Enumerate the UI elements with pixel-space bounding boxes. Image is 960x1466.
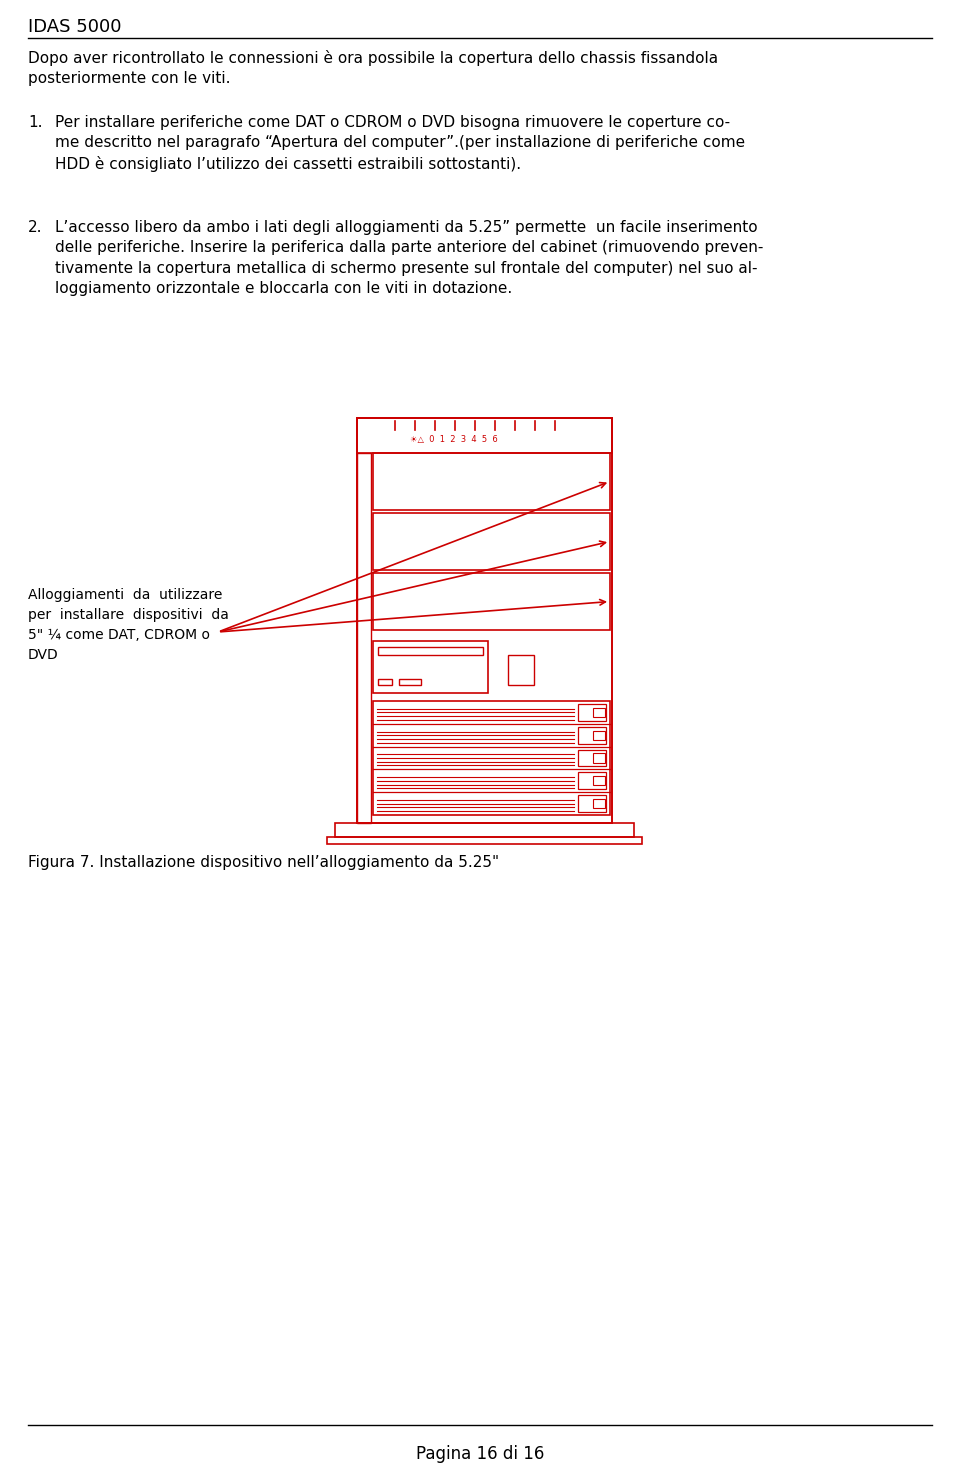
Bar (357, 418, 612, 453)
Bar (378, 679, 392, 685)
Bar (593, 776, 605, 786)
Bar (373, 701, 610, 815)
Bar (593, 708, 605, 717)
Text: Dopo aver ricontrollato le connessioni è ora possibile la copertura dello chassi: Dopo aver ricontrollato le connessioni è… (28, 50, 718, 86)
Bar (327, 837, 642, 844)
Bar (593, 730, 605, 740)
Text: Per installare periferiche come DAT o CDROM o DVD bisogna rimuovere le coperture: Per installare periferiche come DAT o CD… (55, 114, 745, 172)
Text: Pagina 16 di 16: Pagina 16 di 16 (416, 1445, 544, 1463)
Text: 1.: 1. (28, 114, 42, 130)
Bar (508, 655, 534, 685)
Bar (357, 418, 612, 822)
Text: 2.: 2. (28, 220, 42, 235)
Bar (593, 799, 605, 808)
Bar (593, 754, 605, 762)
Text: IDAS 5000: IDAS 5000 (28, 18, 122, 37)
Bar (373, 641, 488, 693)
Bar (373, 573, 610, 630)
Bar (399, 679, 421, 685)
Bar (378, 647, 483, 655)
Bar (578, 749, 606, 767)
Bar (578, 727, 606, 743)
Bar (373, 513, 610, 570)
Text: Alloggiamenti  da  utilizzare
per  installare  dispositivi  da
5" ¼ come DAT, CD: Alloggiamenti da utilizzare per installa… (28, 588, 228, 663)
Bar (578, 795, 606, 812)
Bar (578, 773, 606, 789)
Bar (578, 704, 606, 721)
Text: Figura 7. Installazione dispositivo nell’alloggiamento da 5.25": Figura 7. Installazione dispositivo nell… (28, 855, 499, 869)
Text: L’accesso libero da ambo i lati degli alloggiamenti da 5.25” permette  un facile: L’accesso libero da ambo i lati degli al… (55, 220, 763, 296)
Bar (357, 453, 371, 822)
Bar (373, 453, 610, 510)
Text: ☀△  0  1  2  3  4  5  6: ☀△ 0 1 2 3 4 5 6 (410, 435, 498, 444)
Bar (335, 822, 634, 837)
